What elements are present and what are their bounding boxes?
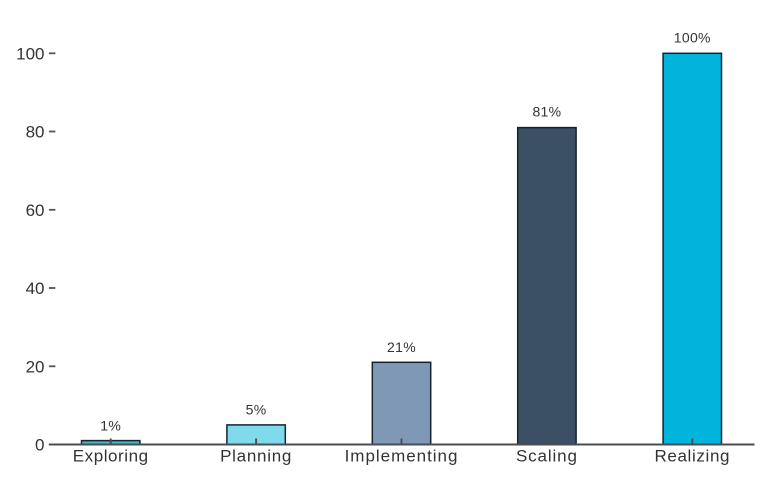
svg-text:21%: 21% (387, 339, 416, 355)
svg-text:60: 60 (26, 201, 45, 220)
svg-text:Implementing: Implementing (345, 447, 459, 466)
svg-text:Planning: Planning (220, 447, 292, 466)
svg-text:100: 100 (16, 45, 44, 64)
svg-text:100%: 100% (674, 30, 711, 46)
svg-text:20: 20 (26, 358, 45, 377)
svg-text:1%: 1% (100, 417, 121, 433)
svg-text:40: 40 (26, 279, 45, 298)
svg-text:0: 0 (35, 436, 44, 455)
svg-text:80: 80 (26, 123, 45, 142)
svg-text:Scaling: Scaling (516, 447, 578, 466)
svg-text:81%: 81% (532, 104, 561, 120)
svg-text:5%: 5% (246, 402, 267, 418)
svg-text:Realizing: Realizing (654, 447, 730, 466)
svg-text:Exploring: Exploring (73, 447, 149, 466)
